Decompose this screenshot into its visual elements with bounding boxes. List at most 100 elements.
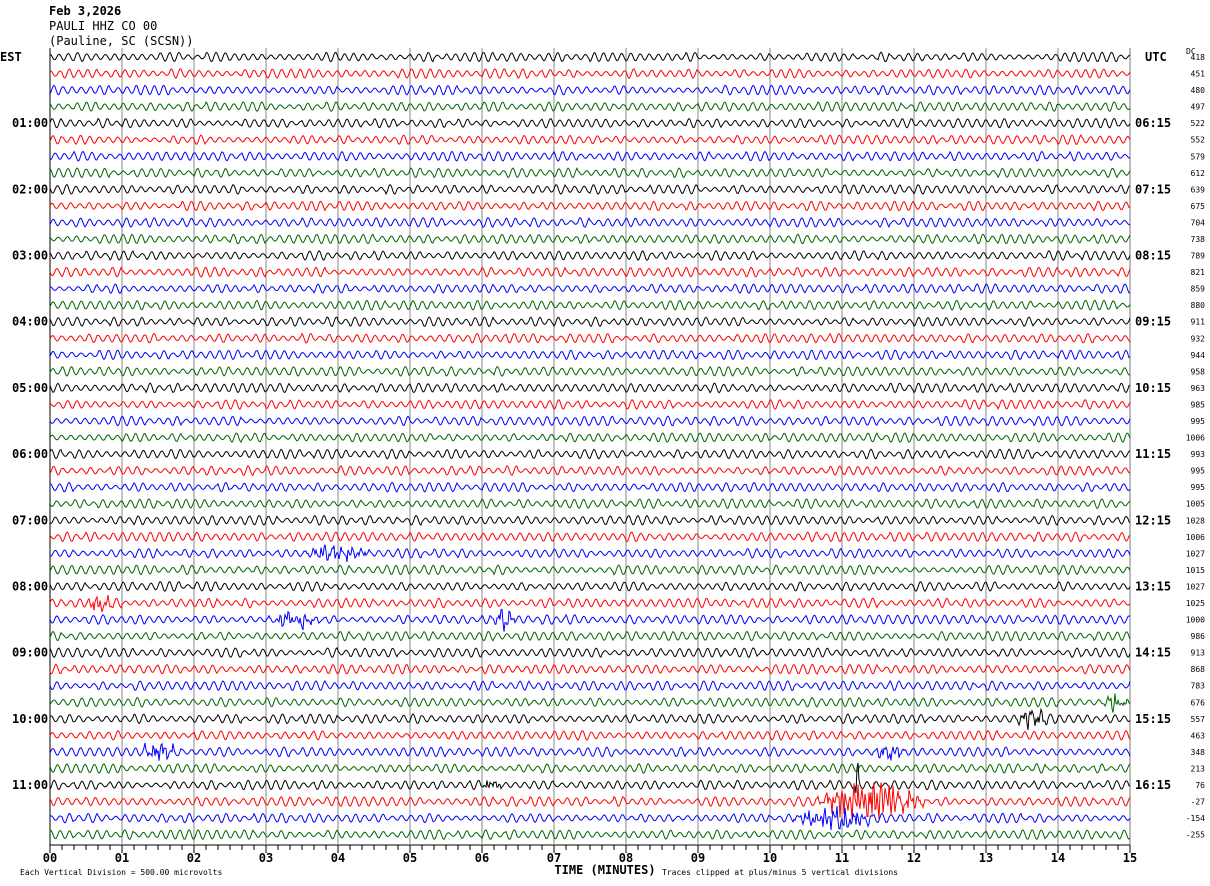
utc-hour-label: 07:15 <box>1135 182 1171 196</box>
dc-offset-label: 451 <box>1191 70 1206 79</box>
trace-line <box>49 693 1131 713</box>
dc-offset-label: 1028 <box>1186 516 1205 525</box>
x-tick-label: 05 <box>403 851 417 865</box>
est-hour-label: 09:00 <box>12 646 48 660</box>
dc-offset-label: 821 <box>1191 268 1206 277</box>
trace-line <box>49 283 1131 295</box>
trace-line <box>49 581 1131 593</box>
trace-line <box>49 299 1131 311</box>
trace-line <box>49 514 1131 526</box>
trace-line <box>49 84 1131 96</box>
dc-offset-label: -154 <box>1186 814 1205 823</box>
dc-offset-label: 911 <box>1191 318 1206 327</box>
trace-line <box>49 465 1130 477</box>
trace-line <box>49 742 1131 761</box>
dc-offset-label: 675 <box>1191 202 1206 211</box>
est-hour-label: 07:00 <box>12 513 48 527</box>
trace-line <box>49 332 1131 344</box>
utc-hour-label: 11:15 <box>1135 447 1171 461</box>
trace-line <box>49 544 1131 563</box>
x-tick-label: 10 <box>763 851 777 865</box>
trace-line <box>49 68 1131 80</box>
dc-offset-label: 963 <box>1191 384 1206 393</box>
dc-offset-label: 880 <box>1191 301 1206 310</box>
dc-offset-label: 1027 <box>1186 549 1205 558</box>
dc-offset-label: 738 <box>1191 235 1206 244</box>
trace-line <box>49 448 1131 460</box>
trace-line <box>49 630 1131 642</box>
trace-line <box>49 200 1131 212</box>
est-hour-label: 06:00 <box>12 447 48 461</box>
est-hour-label: 11:00 <box>12 778 48 792</box>
dc-offset-label: 639 <box>1191 185 1206 194</box>
est-hour-label: 02:00 <box>12 182 48 196</box>
x-tick-label: 04 <box>331 851 345 865</box>
dc-offset-label: 995 <box>1191 417 1206 426</box>
trace-line <box>49 647 1131 659</box>
dc-offset-label: -27 <box>1191 798 1206 807</box>
dc-offset-label: 789 <box>1191 252 1206 261</box>
dc-offset-label: 1006 <box>1186 533 1205 542</box>
utc-hour-label: 12:15 <box>1135 513 1171 527</box>
date-label: Feb 3,2026 <box>49 4 122 18</box>
trace-line <box>49 763 1131 774</box>
utc-hour-label: 13:15 <box>1135 579 1171 593</box>
utc-hour-label: 08:15 <box>1135 249 1171 263</box>
utc-hour-label: 06:15 <box>1135 116 1171 130</box>
est-hour-label: 04:00 <box>12 315 48 329</box>
x-tick-label: 08 <box>619 851 633 865</box>
dc-offset-label: 552 <box>1191 136 1206 145</box>
x-tick-label: 07 <box>547 851 561 865</box>
trace-line <box>49 117 1131 129</box>
dc-offset-label: 497 <box>1191 103 1206 112</box>
dc-offset-label: 932 <box>1191 334 1206 343</box>
dc-offset-label: 1027 <box>1186 582 1205 591</box>
dc-offset-label: 1025 <box>1186 599 1205 608</box>
station-label: PAULI HHZ CO 00 <box>49 19 158 33</box>
trace-line <box>49 415 1131 427</box>
x-tick-label: 02 <box>187 851 201 865</box>
clip-note: Traces clipped at plus/minus 5 vertical … <box>662 868 898 877</box>
dc-offset-label: 783 <box>1191 682 1206 691</box>
trace-line <box>49 150 1131 162</box>
trace-line <box>49 729 1131 741</box>
x-tick-label: 11 <box>835 851 849 865</box>
utc-hour-label: 10:15 <box>1135 381 1171 395</box>
trace-line <box>49 250 1131 262</box>
x-tick-label: 00 <box>43 851 57 865</box>
trace-line <box>49 266 1131 278</box>
x-tick-label: 01 <box>115 851 129 865</box>
est-hour-label: 03:00 <box>12 249 48 263</box>
est-hour-label: 05:00 <box>12 381 48 395</box>
trace-line <box>49 233 1131 245</box>
dc-offset-label: 213 <box>1191 764 1206 773</box>
utc-hour-label: 14:15 <box>1135 646 1171 660</box>
trace-line <box>49 51 1131 63</box>
dc-offset-label: 944 <box>1191 351 1206 360</box>
scale-note: Each Vertical Division = 500.00 microvol… <box>20 868 222 877</box>
dc-offset-label: 958 <box>1191 367 1206 376</box>
est-axis-title: EST <box>0 50 22 64</box>
dc-offset-label: 579 <box>1191 152 1206 161</box>
trace-line <box>49 707 1131 731</box>
trace-line <box>49 183 1131 196</box>
trace-line <box>49 365 1131 377</box>
trace-line <box>49 166 1131 179</box>
x-tick-label: 09 <box>691 851 705 865</box>
dc-offset-label: 676 <box>1191 698 1206 707</box>
trace-line <box>49 481 1131 493</box>
dc-offset-label: 1015 <box>1186 566 1205 575</box>
trace-line <box>49 806 1131 830</box>
est-hour-label: 10:00 <box>12 712 48 726</box>
dc-offset-label: 1006 <box>1186 434 1205 443</box>
dc-offset-label: 1000 <box>1186 616 1205 625</box>
trace-line <box>49 782 1131 820</box>
trace-line <box>49 762 1131 793</box>
trace-line <box>49 608 1131 632</box>
dc-offset-label: 348 <box>1191 748 1206 757</box>
utc-axis-title: UTC <box>1145 50 1167 64</box>
dc-offset-label: 557 <box>1191 715 1206 724</box>
trace-line <box>49 216 1131 229</box>
